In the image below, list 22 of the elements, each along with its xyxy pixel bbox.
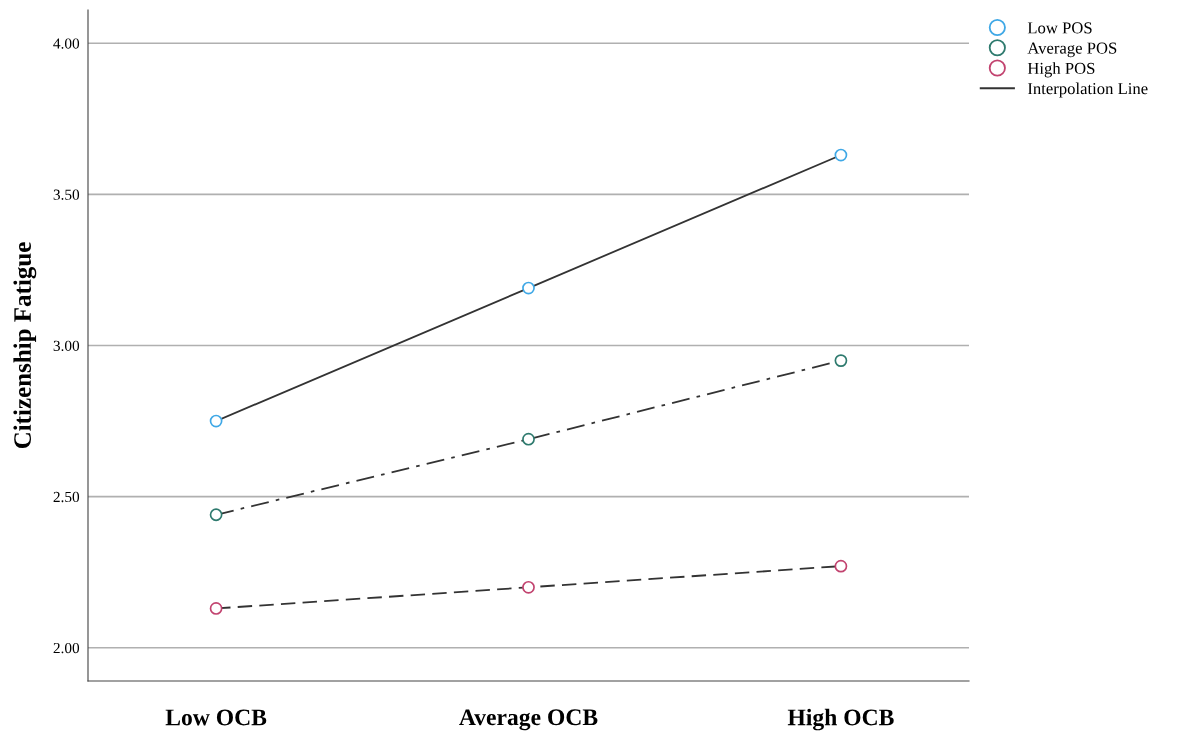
legend-label: High POS <box>1027 62 1095 78</box>
y-tick-label: 2.50 <box>53 491 80 503</box>
point <box>209 602 223 615</box>
y-tick-label: 3.50 <box>53 189 80 200</box>
y-axis-title: Citizenship Fatigue <box>13 242 37 449</box>
y-tick-label: 2.00 <box>53 642 80 654</box>
x-tick-label: High OCB <box>787 708 894 731</box>
y-tick-label: 3.00 <box>53 340 80 352</box>
legend-label: Low POS <box>1027 22 1092 34</box>
point <box>522 580 535 594</box>
point <box>522 281 535 295</box>
point <box>209 508 223 522</box>
legend-label: Average POS <box>1027 42 1117 58</box>
point <box>834 559 848 573</box>
point <box>834 148 848 162</box>
y-tick-label: 4.00 <box>53 38 80 49</box>
x-tick-label: Average OCB <box>459 709 598 731</box>
x-tick-label: Low OCB <box>165 709 267 726</box>
legend-label: Interpolation Line <box>1027 82 1148 98</box>
point <box>522 432 535 446</box>
point <box>834 354 848 368</box>
point <box>209 414 223 428</box>
